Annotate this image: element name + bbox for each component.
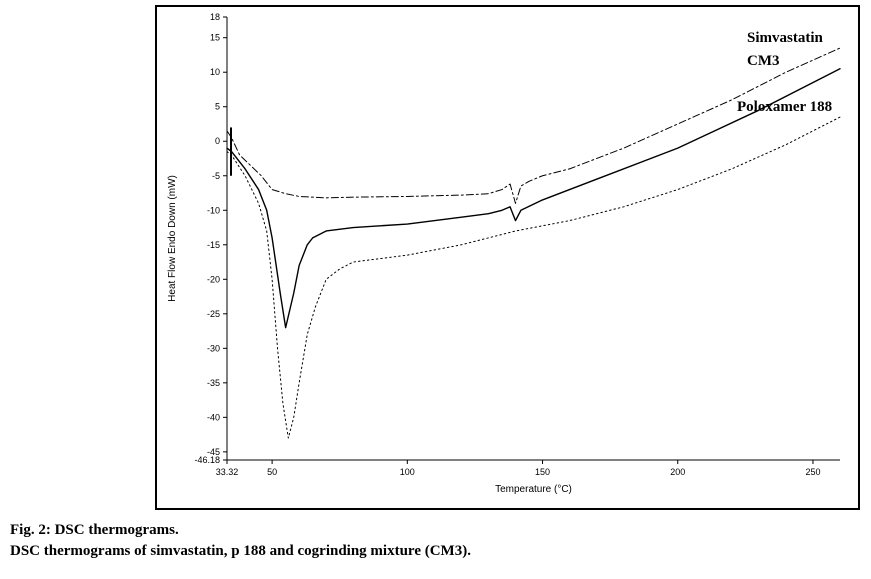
series-label-poloxamer-188: Poloxamer 188: [737, 99, 832, 115]
dsc-thermogram-chart: -46.18-45-40-35-30-25-20-15-10-505101518…: [157, 7, 858, 508]
svg-text:5: 5: [215, 102, 220, 112]
svg-text:-10: -10: [207, 205, 220, 215]
page: { "chart": { "type": "line", "background…: [0, 0, 871, 579]
figure-caption: Fig. 2: DSC thermograms. DSC thermograms…: [10, 520, 471, 562]
svg-text:15: 15: [210, 33, 220, 43]
svg-text:-15: -15: [207, 240, 220, 250]
svg-text:-25: -25: [207, 309, 220, 319]
svg-text:-35: -35: [207, 378, 220, 388]
svg-text:0: 0: [215, 136, 220, 146]
chart-frame: -46.18-45-40-35-30-25-20-15-10-505101518…: [155, 5, 860, 510]
svg-text:18: 18: [210, 12, 220, 22]
svg-text:Heat Flow Endo Down (mW): Heat Flow Endo Down (mW): [167, 175, 178, 302]
caption-title: Fig. 2: DSC thermograms.: [10, 520, 471, 541]
svg-text:100: 100: [400, 467, 415, 477]
svg-text:-45: -45: [207, 447, 220, 457]
svg-text:33.32: 33.32: [216, 467, 239, 477]
series-label-cm3: CM3: [747, 53, 780, 69]
series-poloxamer-188: [227, 117, 840, 438]
series-label-simvastatin: Simvastatin: [747, 30, 824, 46]
svg-text:-40: -40: [207, 412, 220, 422]
svg-text:Temperature (°C): Temperature (°C): [495, 484, 572, 495]
svg-text:-20: -20: [207, 274, 220, 284]
svg-text:150: 150: [535, 467, 550, 477]
svg-text:10: 10: [210, 67, 220, 77]
svg-text:-30: -30: [207, 343, 220, 353]
svg-text:-5: -5: [212, 171, 220, 181]
svg-text:50: 50: [267, 467, 277, 477]
svg-text:250: 250: [805, 467, 820, 477]
series-simvastatin: [227, 48, 840, 203]
svg-text:200: 200: [670, 467, 685, 477]
caption-body: DSC thermograms of simvastatin, p 188 an…: [10, 541, 471, 562]
